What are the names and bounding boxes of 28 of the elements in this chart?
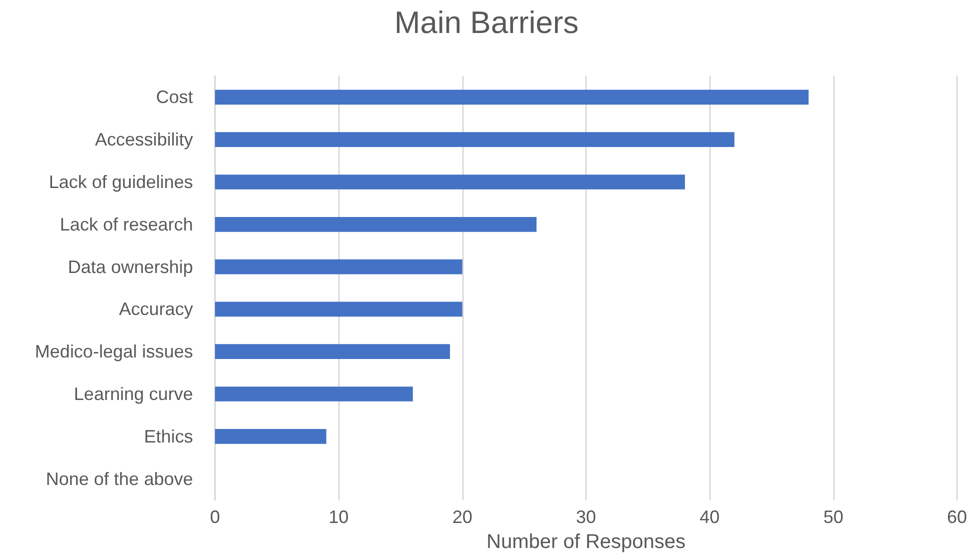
x-tick-label: 10 — [328, 507, 349, 527]
bar — [215, 90, 809, 105]
bar — [215, 428, 326, 444]
x-tick-label: 0 — [210, 507, 220, 527]
y-tick-label: Accuracy — [118, 299, 193, 320]
y-tick-label: Cost — [156, 87, 193, 108]
bar — [215, 216, 537, 232]
y-tick-label: Lack of guidelines — [48, 172, 193, 192]
y-tick-label: Medico-legal issues — [34, 342, 193, 362]
x-tick-label: 40 — [700, 507, 720, 527]
x-axis-title: Number of Responses — [486, 531, 686, 553]
bar — [215, 174, 685, 190]
bar — [215, 344, 450, 360]
x-tick-label: 20 — [452, 507, 472, 527]
y-tick-label: Ethics — [144, 426, 193, 446]
x-tick-label: 50 — [823, 507, 844, 527]
y-tick-label: None of the above — [46, 468, 193, 489]
chart-title: Main Barriers — [394, 5, 579, 40]
bar — [215, 259, 462, 274]
y-tick-label: Lack of research — [60, 214, 193, 234]
x-tick-label: 60 — [946, 507, 968, 527]
bar — [215, 302, 462, 317]
bar — [215, 132, 734, 148]
y-tick-label: Data ownership — [68, 256, 193, 277]
bar — [215, 386, 413, 402]
x-tick-label: 30 — [576, 507, 596, 527]
y-tick-label: Learning curve — [74, 384, 193, 404]
y-tick-label: Accessibility — [94, 130, 193, 150]
